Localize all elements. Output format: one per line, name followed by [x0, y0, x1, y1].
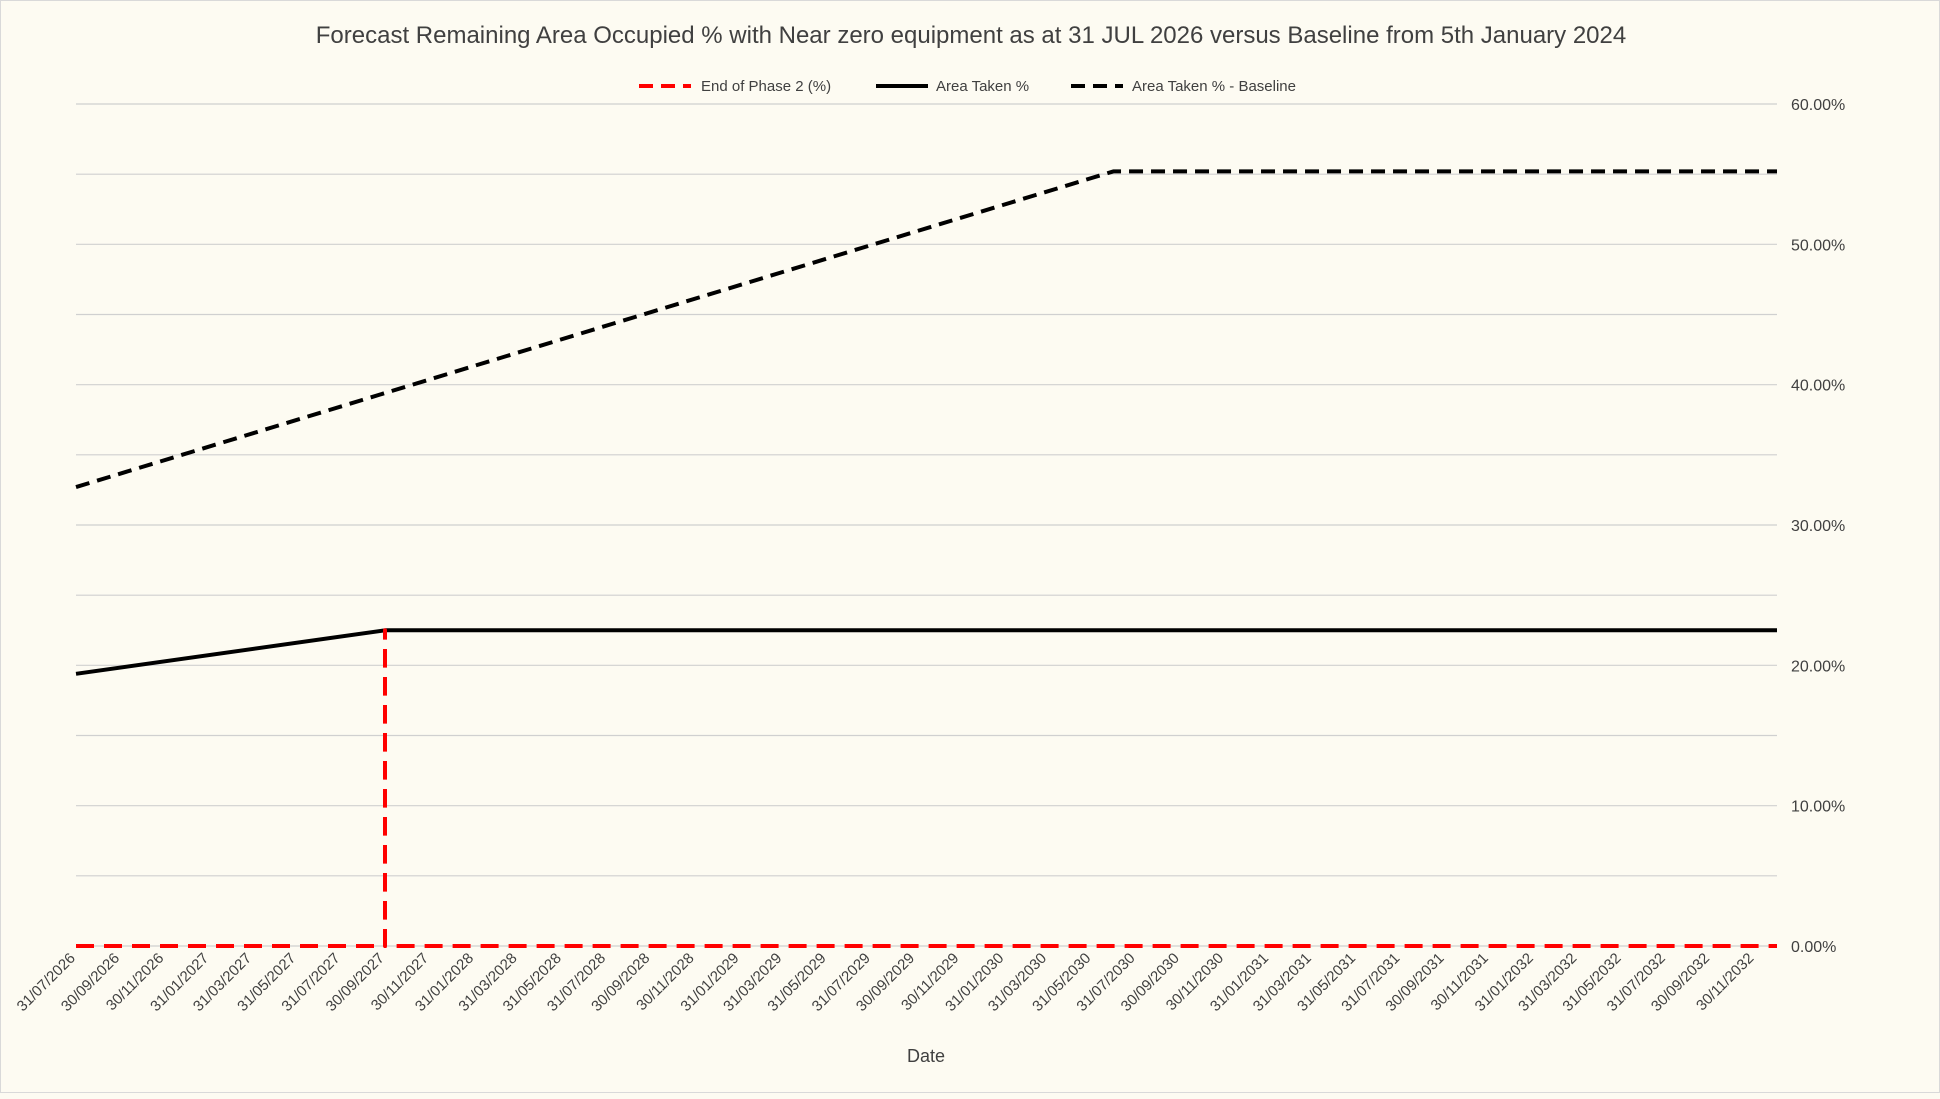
y-tick-label: 10.00%	[1791, 799, 1845, 816]
y-tick-label: 50.00%	[1791, 237, 1845, 254]
gridlines	[76, 103, 1777, 947]
legend: End of Phase 2 (%) Area Taken % Area Taken…	[639, 78, 1296, 95]
y-tick-label: 20.00%	[1791, 658, 1845, 675]
x-axis-title: Date	[907, 1046, 945, 1066]
y-tick-label: 60.00%	[1791, 97, 1845, 114]
legend-area-taken: Area Taken %	[876, 78, 1029, 95]
x-axis-ticks: 31/07/202630/09/202630/11/202631/01/2027…	[14, 950, 1758, 1015]
chart-title: Forecast Remaining Area Occupied % with …	[316, 22, 1626, 49]
legend-label: Area Taken % - Baseline	[1132, 78, 1296, 95]
y-tick-label: 40.00%	[1791, 378, 1845, 395]
series-line-area-taken-baseline	[75, 169, 1777, 490]
legend-end-of-phase-2: End of Phase 2 (%)	[639, 78, 831, 95]
series-layer	[75, 169, 1777, 948]
y-tick-label: 0.00%	[1791, 939, 1836, 956]
series-line-area-taken	[75, 628, 1777, 676]
legend-label: End of Phase 2 (%)	[701, 78, 831, 95]
series-line-end-of-phase-2	[76, 628, 1777, 948]
legend-label: Area Taken %	[936, 78, 1029, 95]
y-tick-label: 30.00%	[1791, 518, 1845, 535]
legend-area-taken-baseline: Area Taken % - Baseline	[1071, 78, 1296, 95]
y-axis-ticks: 0.00% 10.00% 20.00% 30.00% 40.00% 50.00% 60.00…	[1791, 97, 1845, 956]
